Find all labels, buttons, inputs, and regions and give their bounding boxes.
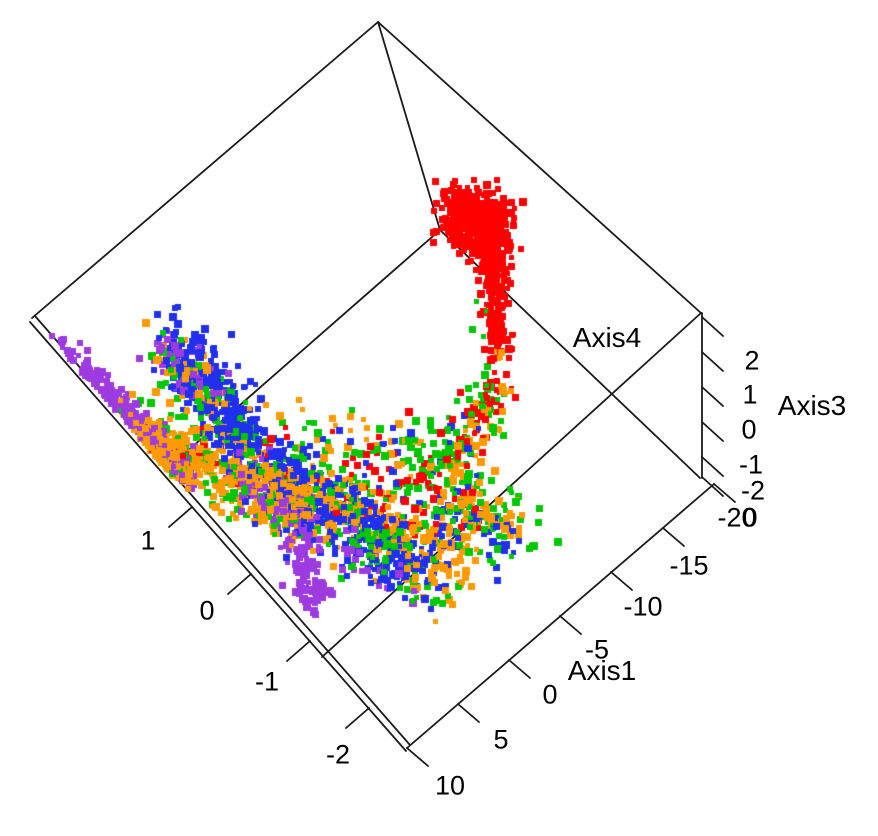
tick-label: 2 — [744, 345, 760, 376]
tick-label: -15 — [669, 550, 709, 581]
tick-label: 0 — [199, 595, 215, 626]
tick-label: 0 — [542, 679, 558, 710]
axis4-label: Axis4 — [572, 322, 642, 353]
tick-label: -5 — [584, 634, 610, 665]
tick-label: -10 — [623, 591, 663, 622]
tick-label: 10 — [434, 770, 466, 801]
tick-label: 1 — [140, 525, 156, 556]
tick-label: 0 — [742, 502, 758, 533]
tick-label: -2 — [740, 475, 766, 506]
tick-label: -1 — [738, 449, 764, 480]
tick-label: 5 — [493, 724, 509, 755]
tick-label: 0 — [741, 414, 757, 445]
tick-label: 1 — [742, 379, 758, 410]
tick-label: -20 — [717, 502, 757, 533]
tick-label: -1 — [254, 666, 280, 697]
axis1-label: Axis1 — [567, 655, 637, 686]
tick-label: -2 — [325, 739, 351, 770]
axis3-label: Axis3 — [777, 390, 847, 421]
